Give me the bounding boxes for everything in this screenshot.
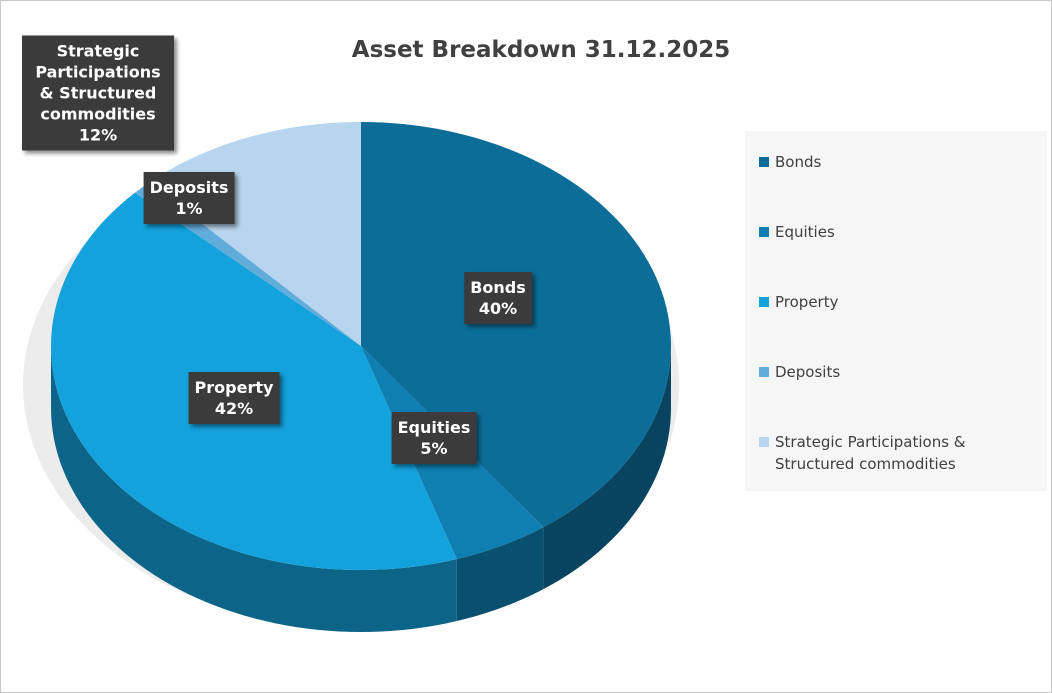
data-label-category: Equities <box>397 418 471 437</box>
data-label: Equities 5% <box>391 412 477 464</box>
legend-swatch <box>759 367 769 377</box>
legend-label: Property <box>775 293 839 311</box>
pie-slice <box>361 122 671 590</box>
legend-entry: Strategic Participations & Structured co… <box>759 431 1029 475</box>
data-label-category: Deposits <box>149 178 229 197</box>
legend-label: Deposits <box>775 363 841 381</box>
data-label-value: 1% <box>175 199 203 218</box>
slice-top <box>361 122 671 528</box>
legend-entry: Equities <box>759 221 1029 243</box>
data-label: Strategic Participations & Structured co… <box>22 35 174 151</box>
data-label: Property 42% <box>188 372 280 424</box>
legend-entry: Deposits <box>759 361 1029 383</box>
data-label-category: Property <box>194 378 274 397</box>
legend-swatch <box>759 227 769 237</box>
legend-swatch <box>759 437 769 447</box>
slice-side <box>51 346 457 632</box>
legend-label: Strategic Participations & Structured co… <box>775 433 966 473</box>
data-label-value: 40% <box>478 299 518 318</box>
chart-title: Asset Breakdown 31.12.2025 <box>351 37 731 63</box>
legend-entry: Property <box>759 291 1029 313</box>
legend-label: Equities <box>775 223 835 241</box>
data-label-value: 12% <box>78 125 118 145</box>
data-label: Deposits 1% <box>143 172 235 224</box>
slice-side <box>456 527 544 622</box>
data-label-category: Bonds <box>470 278 526 297</box>
data-label-category: Strategic Participations & Structured co… <box>35 41 161 124</box>
legend: Bonds Equities Property Deposits Strategic P… <box>745 131 1047 491</box>
data-label-value: 42% <box>214 399 254 418</box>
data-label: Bonds 40% <box>464 272 532 324</box>
legend-swatch <box>759 297 769 307</box>
legend-swatch <box>759 157 769 167</box>
legend-entry: Bonds <box>759 151 1029 173</box>
data-label-value: 5% <box>420 439 448 458</box>
legend-label: Bonds <box>775 153 822 171</box>
slice-side <box>543 346 671 590</box>
